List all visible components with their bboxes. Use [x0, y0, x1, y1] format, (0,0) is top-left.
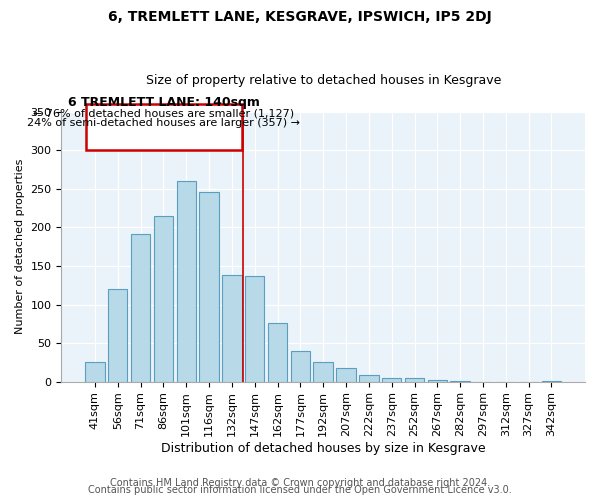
Text: 24% of semi-detached houses are larger (357) →: 24% of semi-detached houses are larger (…: [28, 118, 301, 128]
Text: 6, TREMLETT LANE, KESGRAVE, IPSWICH, IP5 2DJ: 6, TREMLETT LANE, KESGRAVE, IPSWICH, IP5…: [108, 10, 492, 24]
Bar: [85, 362, 104, 382]
Bar: [428, 380, 447, 382]
Text: ← 76% of detached houses are smaller (1,127): ← 76% of detached houses are smaller (1,…: [34, 108, 295, 118]
Bar: [199, 192, 219, 382]
Bar: [176, 181, 196, 382]
Bar: [359, 374, 379, 382]
Bar: [222, 275, 242, 382]
Bar: [154, 216, 173, 382]
Y-axis label: Number of detached properties: Number of detached properties: [15, 159, 25, 334]
FancyBboxPatch shape: [86, 104, 242, 150]
Bar: [290, 351, 310, 382]
Bar: [108, 289, 127, 382]
Text: Contains HM Land Registry data © Crown copyright and database right 2024.: Contains HM Land Registry data © Crown c…: [110, 478, 490, 488]
Bar: [313, 362, 333, 382]
Title: Size of property relative to detached houses in Kesgrave: Size of property relative to detached ho…: [146, 74, 501, 87]
Bar: [451, 381, 470, 382]
Text: Contains public sector information licensed under the Open Government Licence v3: Contains public sector information licen…: [88, 485, 512, 495]
Bar: [268, 323, 287, 382]
Bar: [131, 234, 150, 382]
X-axis label: Distribution of detached houses by size in Kesgrave: Distribution of detached houses by size …: [161, 442, 485, 455]
Bar: [382, 378, 401, 382]
Bar: [245, 276, 265, 382]
Text: 6 TREMLETT LANE: 140sqm: 6 TREMLETT LANE: 140sqm: [68, 96, 260, 108]
Bar: [405, 378, 424, 382]
Bar: [337, 368, 356, 382]
Bar: [542, 381, 561, 382]
